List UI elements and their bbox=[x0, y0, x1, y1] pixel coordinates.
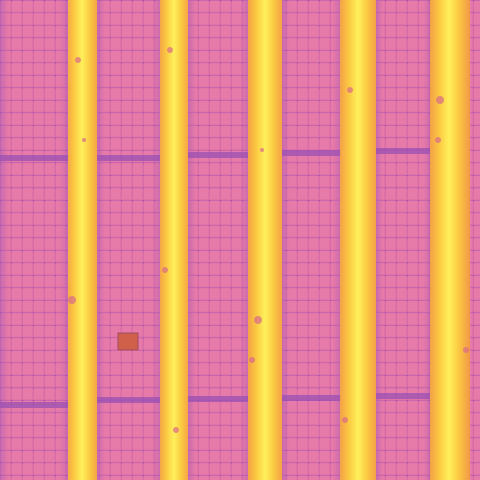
panel-row bbox=[188, 0, 248, 480]
panel-row bbox=[470, 0, 480, 480]
panel-row bbox=[282, 0, 340, 480]
ground-strips bbox=[62, 0, 473, 480]
panel-gaps bbox=[0, 148, 430, 408]
hot-spot bbox=[117, 332, 139, 351]
panel-row bbox=[376, 0, 430, 480]
panel-row bbox=[97, 0, 160, 480]
soil-spots bbox=[68, 47, 469, 433]
panel-row bbox=[0, 0, 68, 480]
